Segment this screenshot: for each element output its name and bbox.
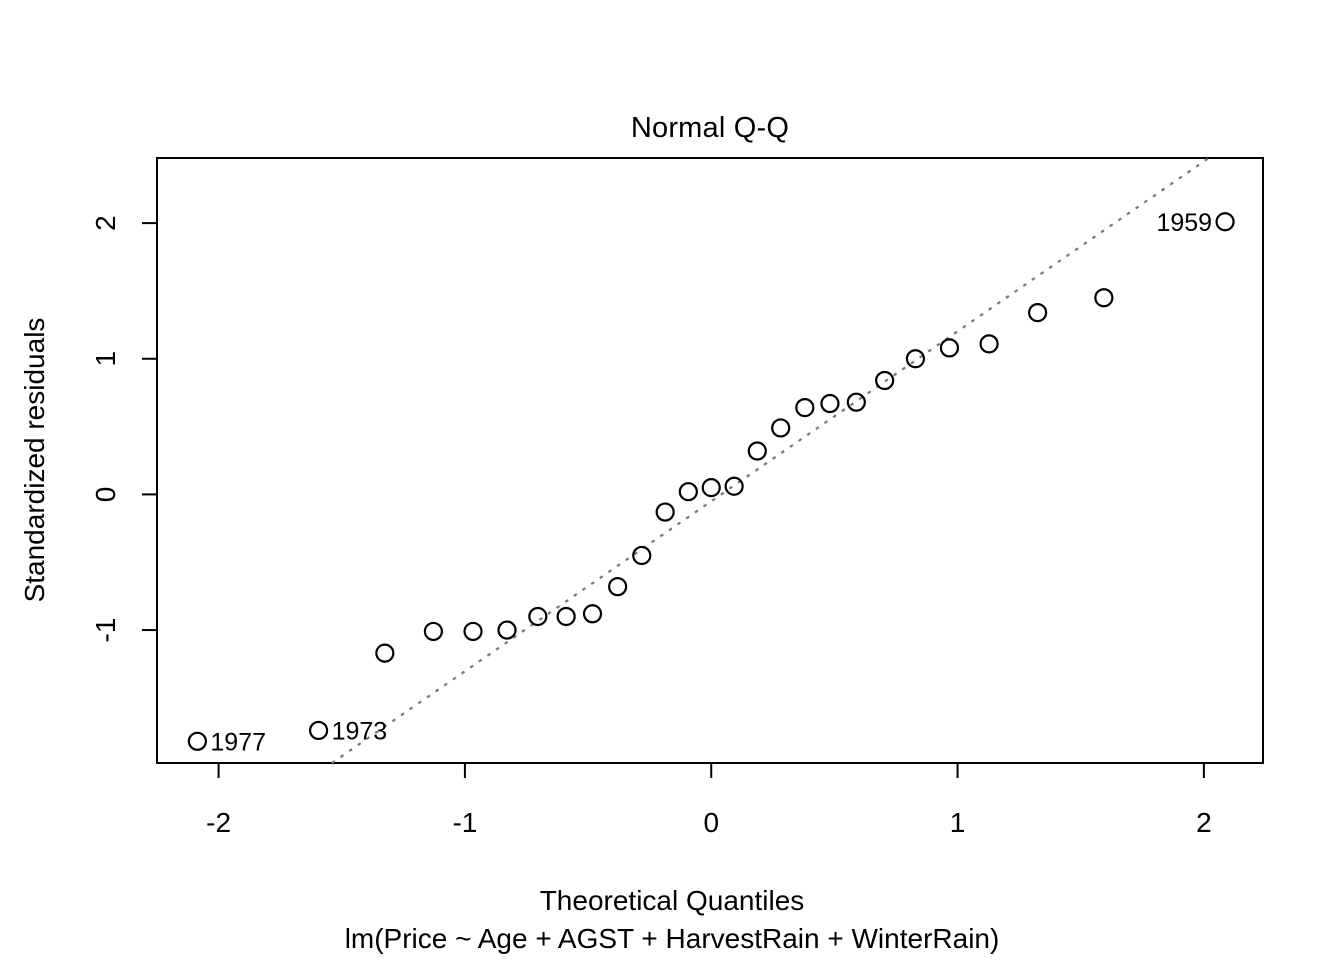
data-point [375,643,395,663]
data-point [556,606,576,627]
data-point [939,338,960,358]
data-point [187,731,207,751]
data-point [979,334,999,354]
data-point [1028,303,1048,323]
y-tick-label: -1 [90,618,121,643]
data-point [795,397,815,418]
plot-box [156,157,1264,764]
point-label: 1977 [210,728,266,756]
point-label: 1973 [332,717,388,745]
data-point [771,418,791,438]
model-caption: lm(Price ~ Age + AGST + HarvestRain + Wi… [344,923,1000,954]
data-point [905,349,926,369]
data-point [724,476,744,496]
x-tick-label: 1 [950,807,966,838]
x-tick-label: 2 [1196,807,1212,838]
qq-reference-line [331,157,1210,764]
y-tick-label: 1 [90,351,121,367]
data-point [1094,288,1114,308]
data-point [632,545,652,566]
data-point [747,441,767,461]
data-point [528,606,548,627]
x-tick-label: -2 [206,807,231,838]
bottom-captions: Theoretical Quantiles lm(Price ~ Age + A… [0,882,1344,958]
data-point [608,577,628,597]
y-tick-label: 2 [90,215,121,231]
plot-title: Normal Q-Q [630,112,790,144]
data-point [701,478,721,498]
data-point [497,620,517,640]
data-point [423,621,443,642]
data-point [1215,212,1235,232]
data-point [846,392,866,412]
y-tick-label: 0 [90,487,121,503]
data-point [678,482,698,502]
data-point [875,370,895,391]
point-label: 1959 [1156,209,1212,237]
data-point [463,621,483,642]
data-point [655,502,675,522]
data-point [582,604,603,624]
x-tick-label: 0 [703,807,719,838]
data-point [820,393,840,414]
x-tick-label: -1 [452,807,477,838]
y-axis-label: Standardized residuals [19,317,50,603]
data-point [308,720,329,741]
x-axis-label: Theoretical Quantiles [539,885,805,916]
